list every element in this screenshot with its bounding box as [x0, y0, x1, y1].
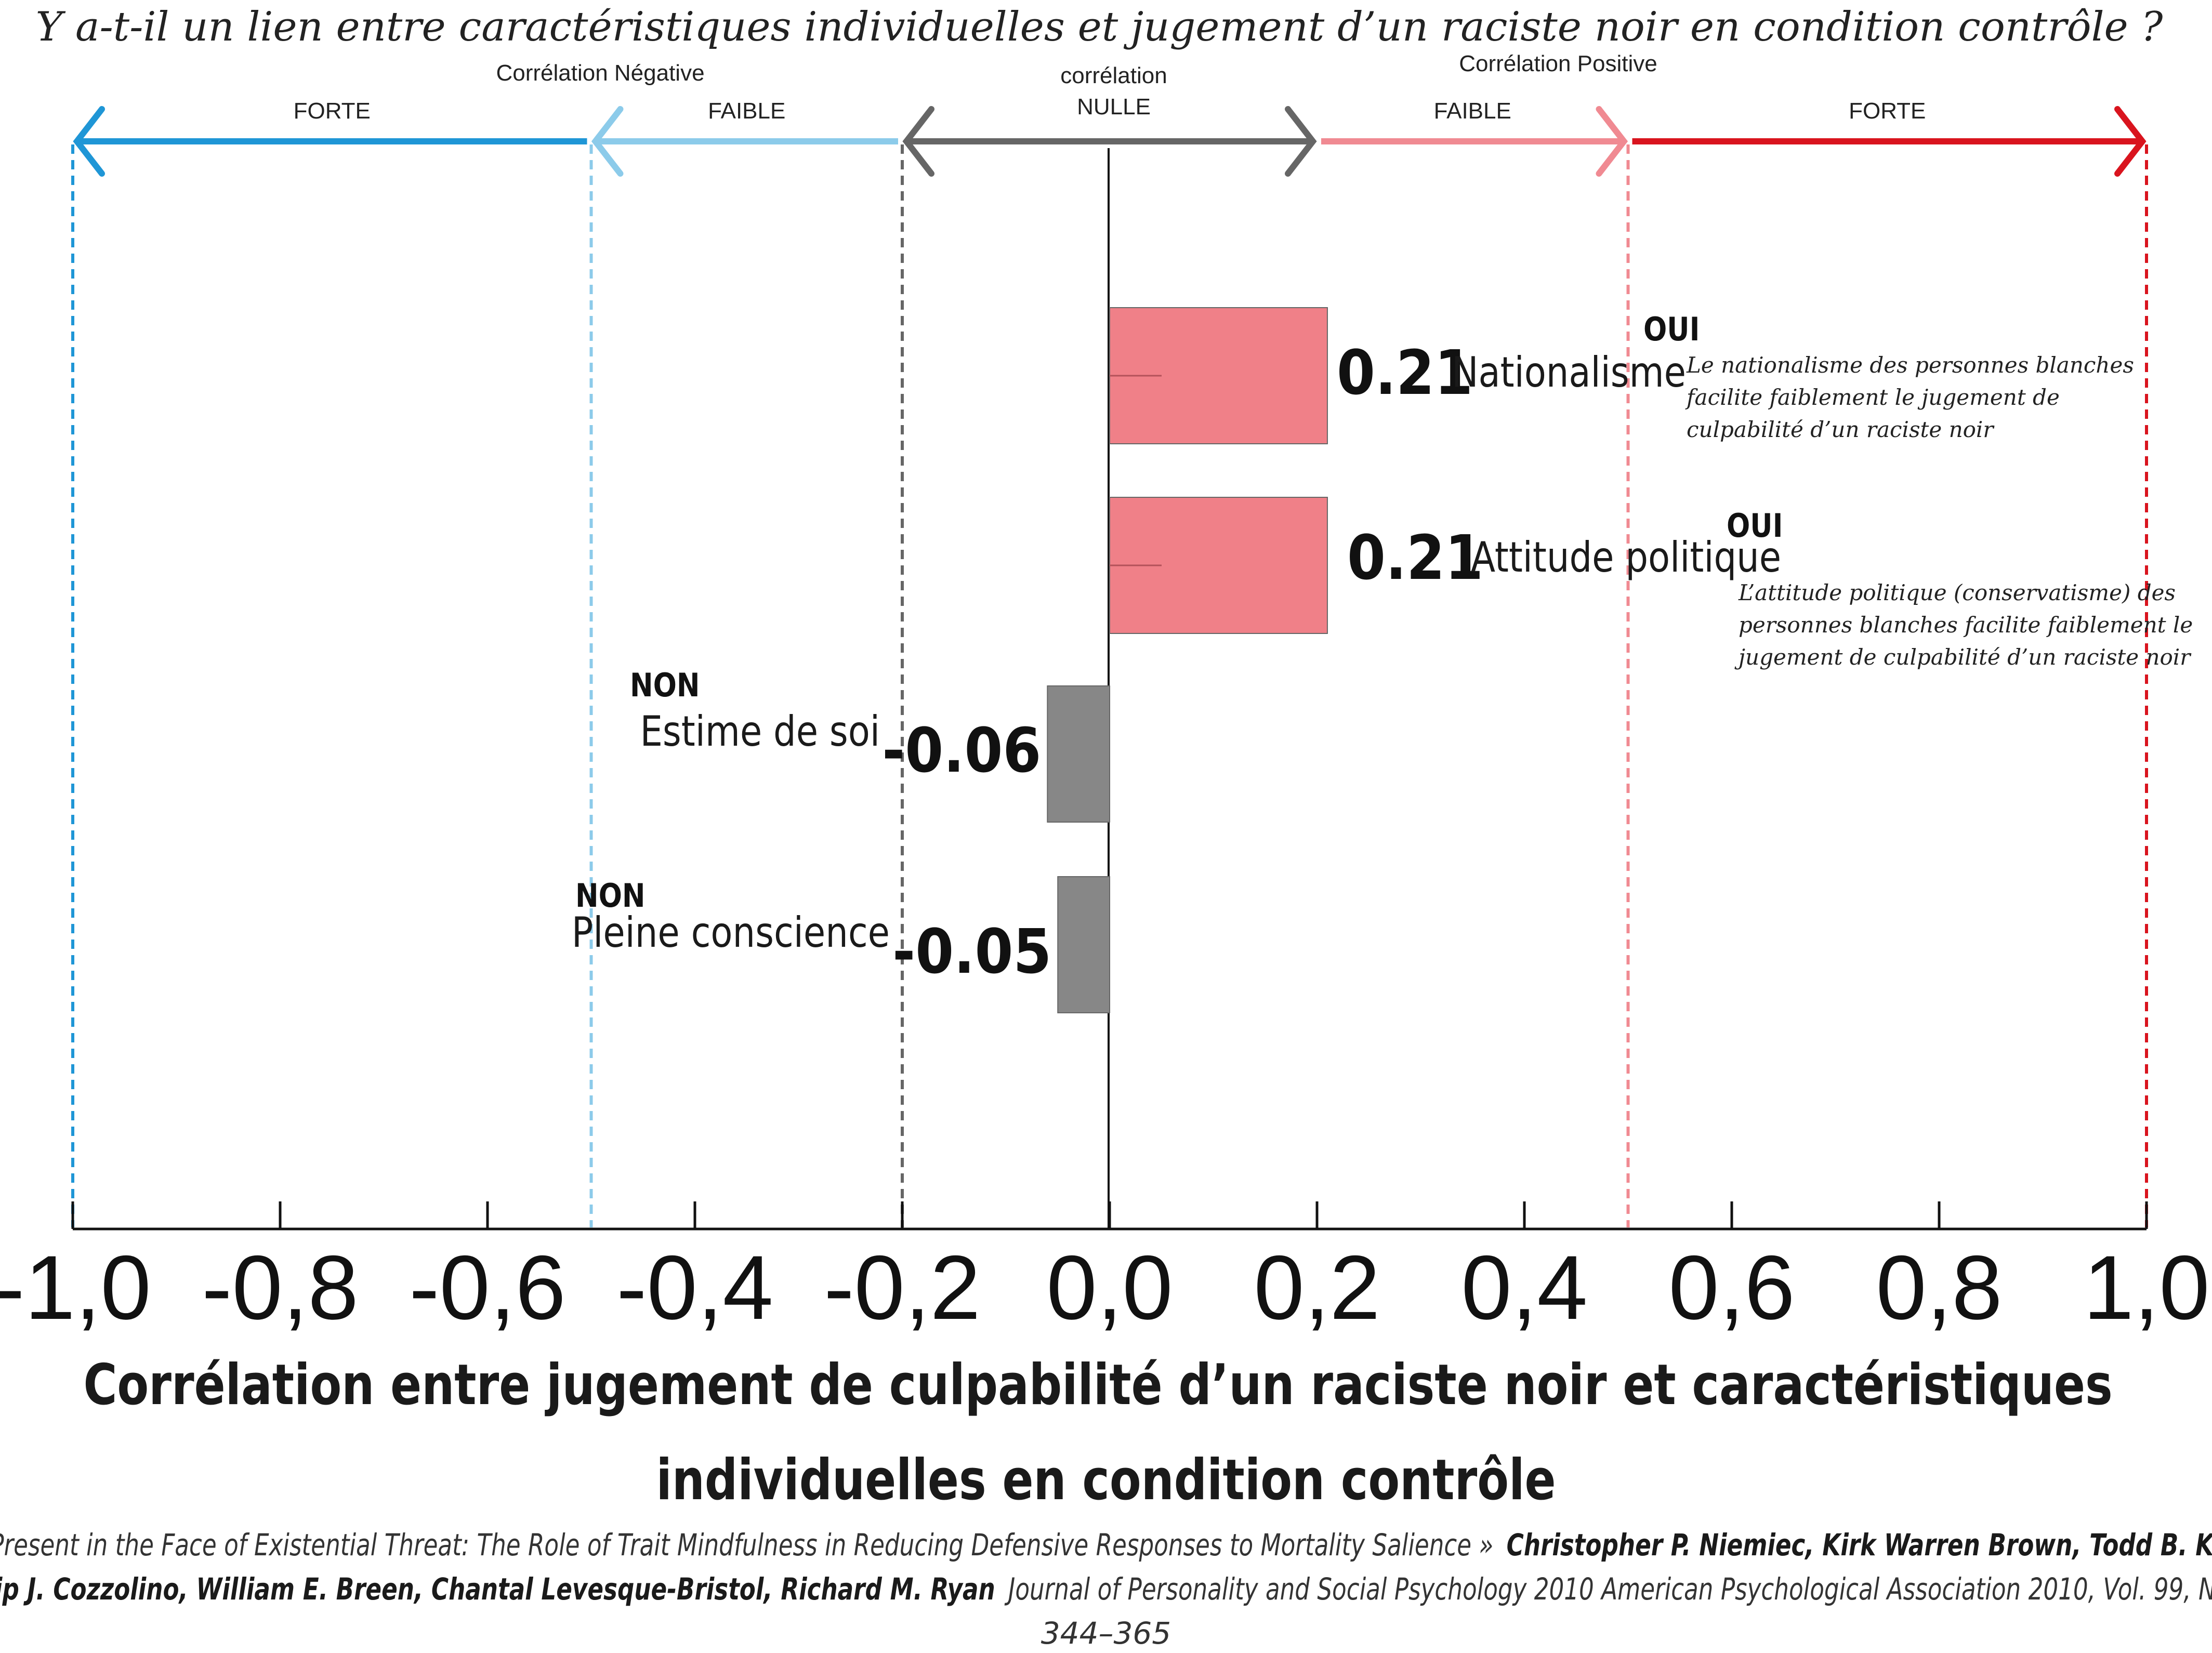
negative-correlation-header: Corrélation Négative [496, 60, 704, 86]
bar-verdict-1: OUI [1727, 507, 1783, 545]
zone-arrowhead-left-0 [73, 106, 105, 177]
bar-value-label-0: 0.21 [1337, 338, 1473, 409]
x-tick-label-1: -0,8 [202, 1237, 359, 1339]
chart-title: Y a-t-il un lien entre caractéristiques … [36, 4, 2164, 50]
bar-note-line: L’attitude politique (conservatisme) des [1738, 580, 2176, 605]
citation-work: « Being Present in the Face of Existenti… [0, 1528, 1493, 1563]
zone-label-3: FAIBLE [1434, 98, 1511, 124]
zone-label-4: FORTE [1849, 98, 1926, 124]
bar-category-label-3: Pleine conscience [572, 908, 890, 957]
citation-line-2: Philip J. Cozzolino, William E. Breen, C… [0, 1572, 2212, 1607]
bar-value-label-1: 0.21 [1347, 523, 1483, 594]
bar-note-line: Le nationalisme des personnes blanches [1686, 352, 2134, 378]
correlation-zones: FORTE FAIBLE FAIBLE FORTE [71, 98, 2148, 1227]
x-tick-label-3: -0,4 [616, 1237, 773, 1339]
zone-arrowhead-left-1 [591, 106, 624, 177]
zone-label-0: FORTE [294, 98, 371, 124]
zone-arrowhead-right-3 [1596, 106, 1628, 177]
zone-label-1: FAIBLE [708, 98, 785, 124]
x-axis-ticks: -1,0 -0,8 -0,6 -0,4 -0,2 0,0 0,2 0,4 0,6 0,8 1,0 [0, 1201, 2210, 1339]
x-tick-label-0: -1,0 [0, 1237, 151, 1339]
zone-arrowhead-left-2 [902, 106, 934, 177]
x-tick-label-5: 0,0 [1046, 1237, 1173, 1339]
x-axis-label-line-1: Corrélation entre jugement de culpabilit… [83, 1352, 2112, 1418]
bar-verdict-3: NON [575, 877, 646, 915]
citation-authors-2: Philip J. Cozzolino, William E. Breen, C… [0, 1572, 995, 1607]
bar-note-line: personnes blanches facilite faiblement l… [1739, 612, 2193, 638]
bar-note-0: Le nationalisme des personnes blanches fa… [1685, 352, 2134, 442]
bar-note-line: facilite faiblement le jugement de [1685, 385, 2060, 410]
x-tick-label-6: 0,2 [1254, 1237, 1380, 1339]
bar-verdict-0: OUI [1643, 310, 1700, 348]
bar-category-label-2: Estime de soi [640, 707, 880, 756]
null-correlation-header-top: corrélation [1060, 63, 1167, 88]
x-tick-label-8: 0,6 [1668, 1237, 1795, 1339]
bar-value-label-2: -0.06 [882, 716, 1041, 787]
citation: « Being Present in the Face of Existenti… [0, 1528, 2212, 1651]
bar-3 [1057, 876, 1110, 1013]
citation-pages: 344–365 [1041, 1616, 1171, 1651]
bar-note-1: L’attitude politique (conservatisme) des… [1734, 580, 2193, 670]
bar-verdict-2: NON [630, 666, 700, 704]
bar-note-line: culpabilité d’un raciste noir [1687, 417, 1995, 442]
x-tick-label-10: 1,0 [2083, 1237, 2209, 1339]
x-tick-label-2: -0,6 [409, 1237, 566, 1339]
bar-note-line: jugement de culpabilité d’un raciste noi… [1734, 644, 2192, 670]
zone-arrowhead-right-4 [2114, 106, 2147, 177]
zone-arrowhead-right-2 [1285, 106, 1317, 177]
citation-journal: Journal of Personality and Social Psycho… [1004, 1572, 2212, 1607]
positive-correlation-header: Corrélation Positive [1459, 51, 1657, 76]
x-tick-label-4: -0,2 [824, 1237, 981, 1339]
x-tick-label-9: 0,8 [1876, 1237, 2002, 1339]
bar-category-label-1: Attitude politique [1471, 533, 1781, 581]
x-tick-label-7: 0,4 [1461, 1237, 1587, 1339]
citation-authors-1: Christopher P. Niemiec, Kirk Warren Brow… [1507, 1528, 2212, 1563]
x-axis-label-line-2: individuelles en condition contrôle [656, 1447, 1556, 1513]
x-axis-label: Corrélation entre jugement de culpabilit… [83, 1352, 2128, 1513]
citation-line-1: « Being Present in the Face of Existenti… [0, 1528, 2212, 1563]
bar-value-label-3: -0.05 [892, 917, 1051, 988]
bar-2 [1047, 685, 1111, 823]
null-correlation-header-bottom: NULLE [1077, 94, 1151, 120]
bar-category-label-0: Nationalisme [1452, 348, 1686, 396]
